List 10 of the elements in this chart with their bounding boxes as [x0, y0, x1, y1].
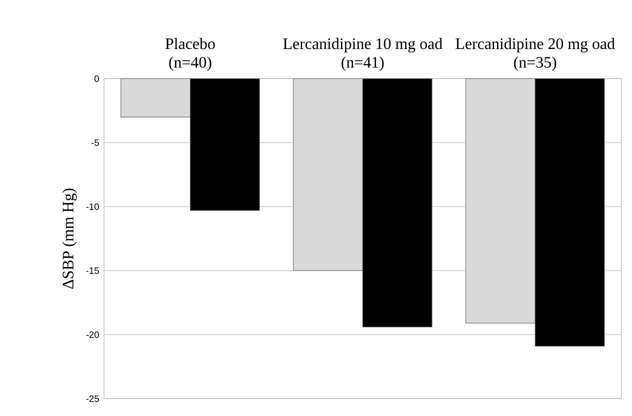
- y-tick-label: 0: [94, 75, 99, 82]
- y-tick-label: -15: [86, 267, 99, 274]
- x-tick-label: Lercanidipine 10 mg oad (n=41): [283, 38, 442, 71]
- y-tick-label: -5: [91, 139, 99, 146]
- y-axis-title: ΔSBP (mm Hg): [62, 188, 77, 289]
- y-tick-label: -25: [86, 395, 99, 402]
- x-tick-label: Placebo (n=40): [165, 38, 215, 71]
- y-tick-label: -20: [86, 331, 99, 338]
- y-tick-label: -10: [86, 203, 99, 210]
- x-tick-label: Lercanidipine 20 mg oad (n=35): [456, 38, 615, 71]
